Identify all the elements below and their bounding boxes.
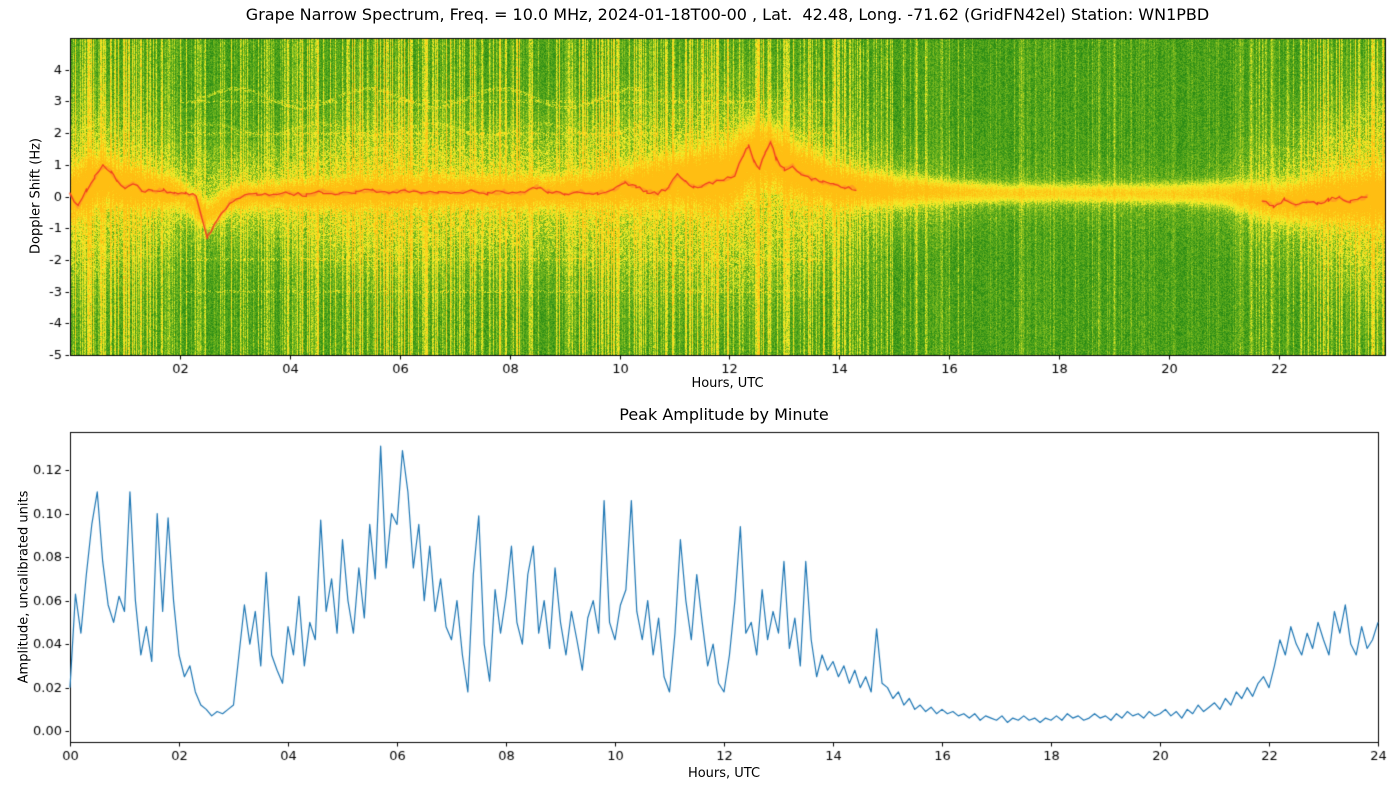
amplitude-title: Peak Amplitude by Minute [619,405,829,424]
spectrogram-xlabel: Hours, UTC [691,376,764,391]
spectrogram-canvas [0,0,1400,400]
spectrogram-title: Grape Narrow Spectrum, Freq. = 10.0 MHz,… [245,5,1210,24]
amplitude-canvas [0,400,1400,800]
amplitude-ylabel: Amplitude, uncalibrated units [16,490,32,684]
spectrogram-ylabel: Doppler Shift (Hz) [28,138,44,254]
amplitude-xlabel: Hours, UTC [687,766,761,781]
